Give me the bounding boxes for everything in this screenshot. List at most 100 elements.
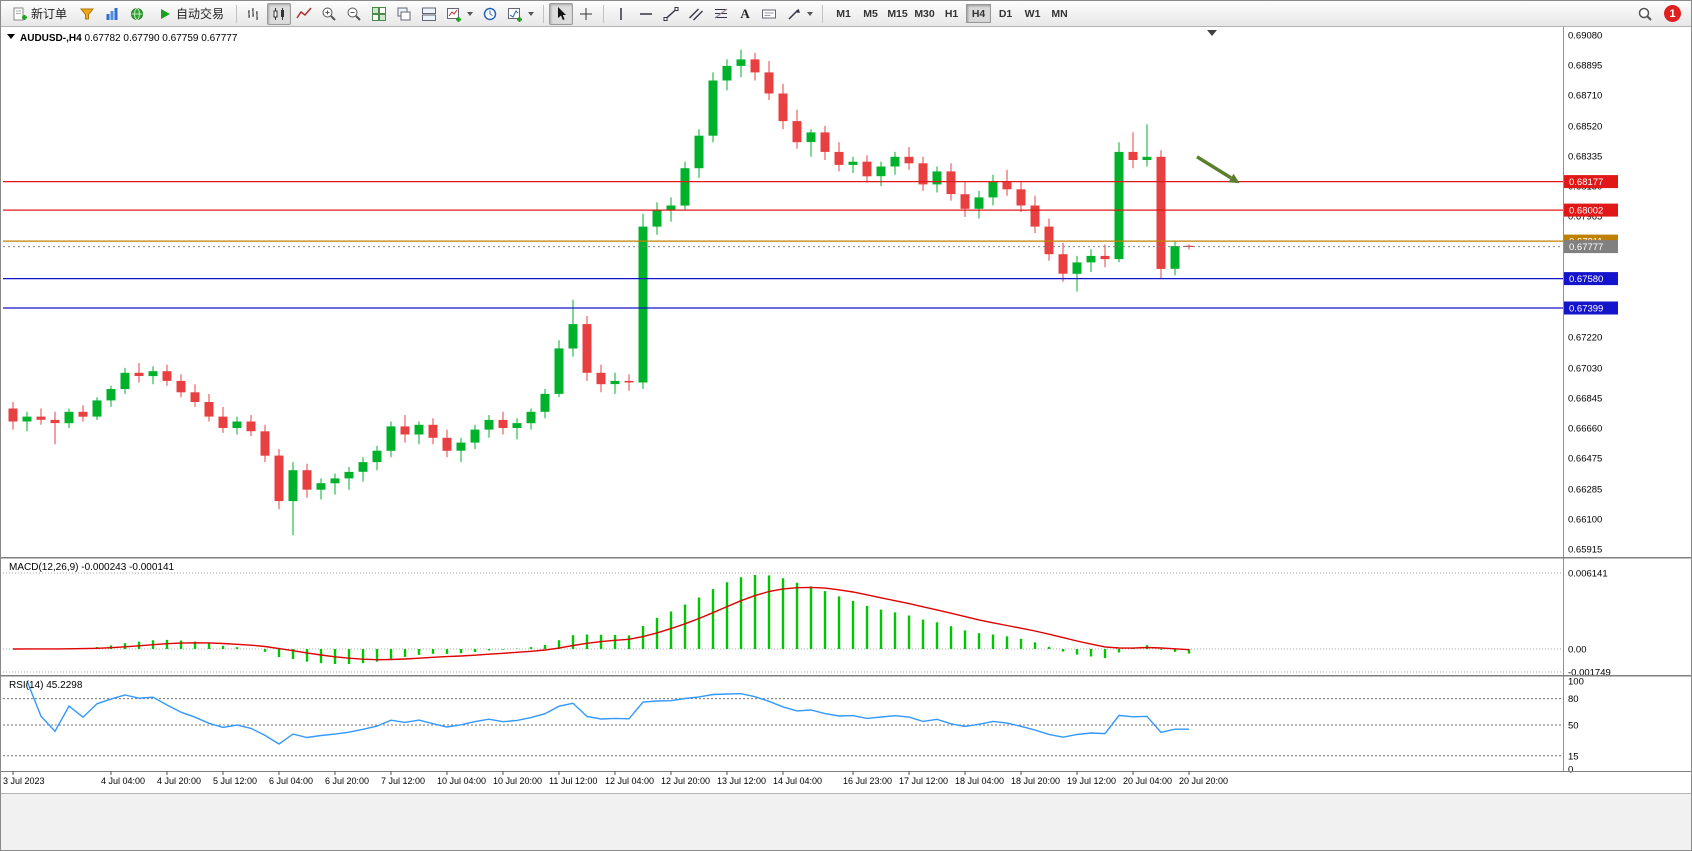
timeframe-buttons: M1 M5 M15 M30 H1 H4 D1 W1 MN: [830, 4, 1073, 23]
candlestick-icon: [273, 7, 285, 20]
horizontal-line-tool-button[interactable]: [634, 3, 658, 25]
chart-shift-marker[interactable]: [1207, 30, 1217, 36]
hline-resistance-0.68002[interactable]: 0.68002: [3, 203, 1618, 217]
timeframe-m1-button[interactable]: M1: [831, 4, 856, 23]
svg-text:0.69080: 0.69080: [1568, 31, 1602, 42]
bottom-empty-area: [1, 794, 1691, 850]
rsi-axis-label: 100: [1568, 677, 1584, 688]
line-chart-button[interactable]: [292, 3, 316, 25]
separator-macd-rsi[interactable]: [1, 675, 1692, 677]
bar-chart-button[interactable]: [242, 3, 266, 25]
community-button[interactable]: [125, 3, 149, 25]
chart-objects-dropdown-icon[interactable]: [7, 34, 15, 39]
trendline-icon: [663, 6, 679, 21]
separator-main-macd[interactable]: [1, 557, 1692, 559]
trendline-tool-button[interactable]: [659, 3, 683, 25]
line-chart-icon: [296, 7, 312, 18]
rsi-axis-label: 50: [1568, 721, 1579, 732]
timeframe-mn-button[interactable]: MN: [1047, 4, 1072, 23]
svg-text:0.68520: 0.68520: [1568, 121, 1602, 132]
timeframe-w1-button[interactable]: W1: [1020, 4, 1045, 23]
svg-text:0.68710: 0.68710: [1568, 91, 1602, 102]
macd-panel[interactable]: 0.006141 0.00 -0.001749 MACD(12,26,9) -0.00…: [3, 562, 1611, 679]
time-axis[interactable]: 3 Jul 2023 4 Jul 04:00 4 Jul 20:00 5 Jul 12…: [3, 771, 1228, 786]
dropdown-caret-icon: [807, 11, 814, 16]
tile-windows-button[interactable]: [367, 3, 391, 25]
rsi-line: [26, 680, 1189, 745]
time-axis-label: 20 Jul 20:00: [1179, 776, 1228, 786]
time-axis-label: 5 Jul 12:00: [213, 776, 257, 786]
time-axis-label: 10 Jul 04:00: [437, 776, 486, 786]
new-order-button[interactable]: 新订单: [5, 3, 74, 25]
clock-icon: [483, 7, 497, 20]
hline-support-0.67580[interactable]: 0.67580: [3, 272, 1618, 286]
toolbar-separator: [543, 4, 545, 23]
time-axis-label: 6 Jul 04:00: [269, 776, 313, 786]
time-axis-label: 11 Jul 12:00: [549, 776, 597, 786]
search-button[interactable]: [1633, 3, 1657, 25]
time-axis-label: 7 Jul 12:00: [381, 776, 425, 786]
time-axis-label: 4 Jul 20:00: [157, 776, 201, 786]
vertical-line-tool-button[interactable]: [609, 3, 633, 25]
timeframe-h1-button[interactable]: H1: [939, 4, 964, 23]
market-depth-button[interactable]: [75, 3, 99, 25]
zoom-in-button[interactable]: [317, 3, 341, 25]
cursor-tool-button[interactable]: [549, 2, 574, 25]
timeframe-h4-button[interactable]: H4: [966, 4, 992, 23]
toolbar-separator: [822, 4, 824, 23]
price-badge: [1564, 272, 1618, 286]
text-tool-button[interactable]: A: [734, 3, 756, 25]
period-clock-button[interactable]: [478, 3, 502, 25]
zoom-out-icon: [347, 7, 361, 21]
rsi-axis-label: 0: [1568, 765, 1573, 776]
ohlc-bars-icon: [248, 7, 259, 20]
hline-current-0.67777[interactable]: 0.67777: [3, 240, 1618, 254]
label-tool-button[interactable]: [757, 3, 781, 25]
time-axis-label: 12 Jul 20:00: [661, 776, 710, 786]
rsi-title: RSI(14) 45.2298: [9, 680, 83, 691]
timeframe-m5-button[interactable]: M5: [858, 4, 883, 23]
time-axis-label: 18 Jul 20:00: [1011, 776, 1060, 786]
indicators-icon: [508, 7, 523, 22]
search-icon: [1638, 7, 1652, 21]
autotrading-button[interactable]: 自动交易: [150, 3, 231, 25]
macd-axis-label: 0.006141: [1568, 569, 1608, 580]
timeframe-m30-button[interactable]: M30: [912, 4, 937, 23]
indicators-button[interactable]: [503, 3, 538, 25]
time-axis-label: 4 Jul 04:00: [101, 776, 145, 786]
notification-badge[interactable]: 1: [1664, 5, 1681, 22]
price-axis-area[interactable]: [1563, 27, 1692, 771]
timeframe-m15-button[interactable]: M15: [885, 4, 910, 23]
new-chart-button[interactable]: [442, 3, 477, 25]
cascade-windows-button[interactable]: [392, 3, 416, 25]
shapes-tool-button[interactable]: [782, 3, 817, 25]
tile-windows-icon: [372, 6, 387, 21]
market-watch-button[interactable]: [100, 3, 124, 25]
zoom-in-icon: [322, 7, 336, 21]
price-badge: [1564, 203, 1618, 217]
candlestick-chart-button[interactable]: [267, 2, 292, 25]
time-axis-label: 13 Jul 12:00: [717, 776, 766, 786]
text-label-icon: [762, 9, 777, 18]
arrange-windows-button[interactable]: [417, 3, 441, 25]
price-badge-label: 0.67777: [1569, 242, 1603, 253]
timeframe-d1-button[interactable]: D1: [993, 4, 1018, 23]
macd-axis-label: -0.001749: [1568, 668, 1611, 679]
time-axis-label: 6 Jul 20:00: [325, 776, 369, 786]
chart-title-text: AUDUSD-,H4 0.67782 0.67790 0.67759 0.677…: [20, 33, 238, 44]
crosshair-tool-button[interactable]: [574, 3, 598, 25]
hline-resistance-0.68177[interactable]: 0.68177: [3, 175, 1618, 189]
text-tool-icon: A: [740, 5, 750, 21]
zoom-out-button[interactable]: [342, 3, 366, 25]
svg-text:0.67965: 0.67965: [1568, 212, 1602, 223]
svg-text:0.66285: 0.66285: [1568, 484, 1602, 495]
rsi-panel[interactable]: 100 80 50 15 0 RSI(14) 45.2298: [3, 677, 1584, 776]
arrow-annotation[interactable]: [1196, 155, 1240, 184]
hline-support-0.67399[interactable]: 0.67399: [3, 301, 1618, 315]
price-badge-label: 0.68177: [1569, 177, 1603, 188]
fibonacci-icon: [714, 8, 728, 18]
channel-tool-button[interactable]: [684, 3, 708, 25]
dropdown-caret-icon: [528, 11, 535, 16]
fibonacci-tool-button[interactable]: [709, 3, 733, 25]
